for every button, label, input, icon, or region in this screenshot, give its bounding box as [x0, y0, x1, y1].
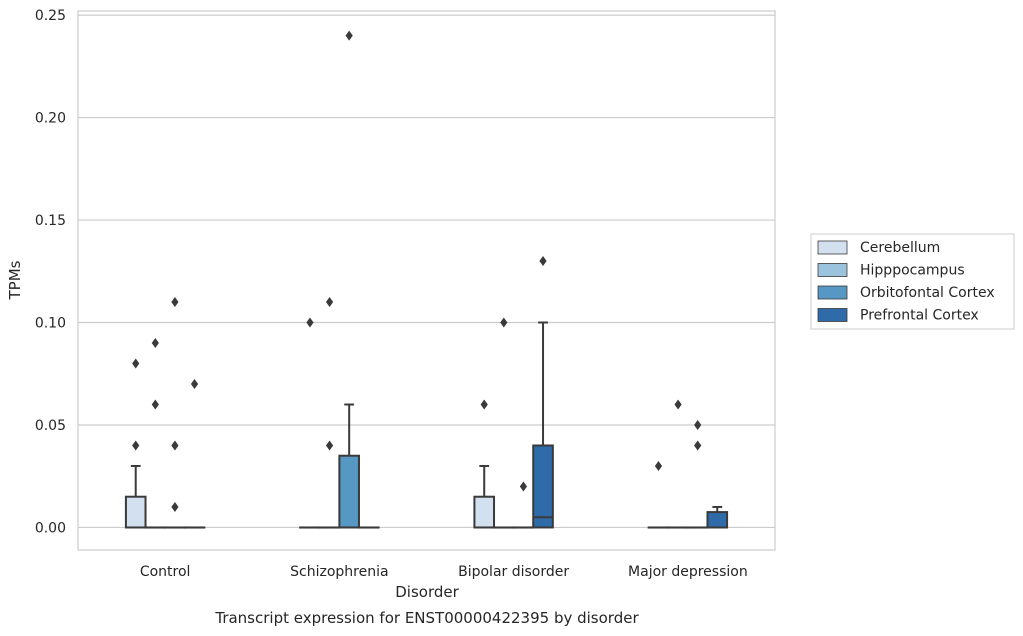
- outlier-point: [171, 297, 179, 308]
- legend-label: Prefrontal Cortex: [860, 308, 979, 324]
- y-axis-label: TPMs: [6, 260, 24, 300]
- outlier-point: [171, 440, 179, 451]
- legend-label: Orbitofontal Cortex: [860, 285, 995, 301]
- outlier-point: [132, 358, 140, 369]
- y-tick-label: 0.00: [35, 520, 66, 536]
- outlier-point: [190, 378, 199, 389]
- outlier-point: [345, 30, 353, 41]
- x-tick-label: Control: [140, 564, 191, 580]
- outlier-point: [325, 440, 334, 451]
- outlier-point: [539, 256, 547, 267]
- plot-area: [77, 10, 776, 551]
- y-tick-label: 0.25: [35, 8, 66, 24]
- outlier-point: [694, 419, 702, 430]
- box: [706, 511, 729, 529]
- x-tick-label: Major depression: [628, 564, 748, 580]
- y-tick-label: 0.15: [35, 213, 66, 229]
- outlier-point: [694, 440, 702, 451]
- x-tick-label: Bipolar disorder: [458, 564, 569, 580]
- outlier-point: [171, 501, 179, 512]
- y-tick-label: 0.10: [35, 316, 66, 332]
- outlier-point: [519, 481, 528, 492]
- outlier-point: [306, 317, 314, 328]
- legend-label: Hipppocampus: [860, 263, 965, 279]
- outlier-point: [500, 317, 508, 328]
- outlier-point: [151, 399, 159, 410]
- outlier-point: [325, 297, 334, 308]
- chart-caption: Transcript expression for ENST0000042239…: [214, 609, 639, 627]
- box: [124, 495, 147, 529]
- outlier-point: [654, 460, 663, 471]
- x-tick-label: Schizophrenia: [290, 564, 388, 580]
- boxes: [124, 30, 729, 529]
- legend-label: Cerebellum: [860, 240, 940, 256]
- legend-swatch: [817, 263, 848, 277]
- outlier-point: [132, 440, 140, 451]
- outlier-point: [151, 338, 159, 349]
- legend-swatch: [817, 285, 848, 300]
- x-ticks: Control Schizophrenia Bipolar disorder Majo…: [140, 564, 748, 580]
- legend-swatch: [817, 308, 848, 322]
- box: [338, 454, 360, 529]
- box: [473, 495, 496, 529]
- legend-swatch: [817, 240, 848, 255]
- outlier-point: [480, 399, 488, 410]
- x-axis-label: Disorder: [395, 583, 459, 601]
- legend: Cerebellum Hipppocampus Orbitofontal Corte…: [810, 233, 1015, 330]
- outlier-point: [674, 399, 682, 410]
- y-ticks: 0.00 0.05 0.10 0.15 0.20 0.25: [35, 8, 66, 536]
- y-tick-label: 0.05: [35, 418, 66, 434]
- y-tick-label: 0.20: [35, 111, 66, 127]
- box: [532, 444, 554, 529]
